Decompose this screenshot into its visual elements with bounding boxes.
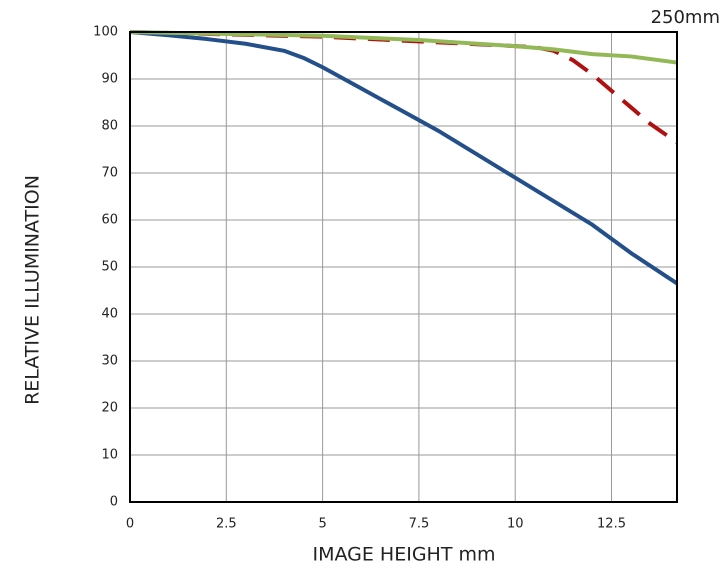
data-line [129,30,679,286]
x-tick-label: 7.5 [409,517,430,532]
y-tick-label: 90 [101,72,118,87]
x-axis-label: IMAGE HEIGHT mm [313,544,496,566]
data-line [129,30,678,65]
y-tick-label: 40 [101,307,118,322]
annotation: 250mm [651,7,720,28]
x-tick-label: 12.5 [597,517,626,532]
y-tick-label: 70 [101,166,118,181]
y-tick-label: 50 [101,260,118,275]
y-tick-label: 100 [93,25,118,40]
y-tick-label: 80 [101,119,118,134]
x-tick-label: 10 [507,517,524,532]
plot-frame [129,31,678,503]
y-tick-label: 10 [101,448,118,463]
x-tick-label: 0 [126,517,134,532]
x-tick-label: 2.5 [216,517,237,532]
y-tick-label: 60 [101,213,118,228]
y-tick-label: 20 [101,401,118,416]
y-axis-label: RELATIVE ILLUMINATION [22,175,44,405]
y-tick-label: 30 [101,354,118,369]
x-tick-label: 5 [318,517,326,532]
y-tick-label: 0 [110,495,118,510]
